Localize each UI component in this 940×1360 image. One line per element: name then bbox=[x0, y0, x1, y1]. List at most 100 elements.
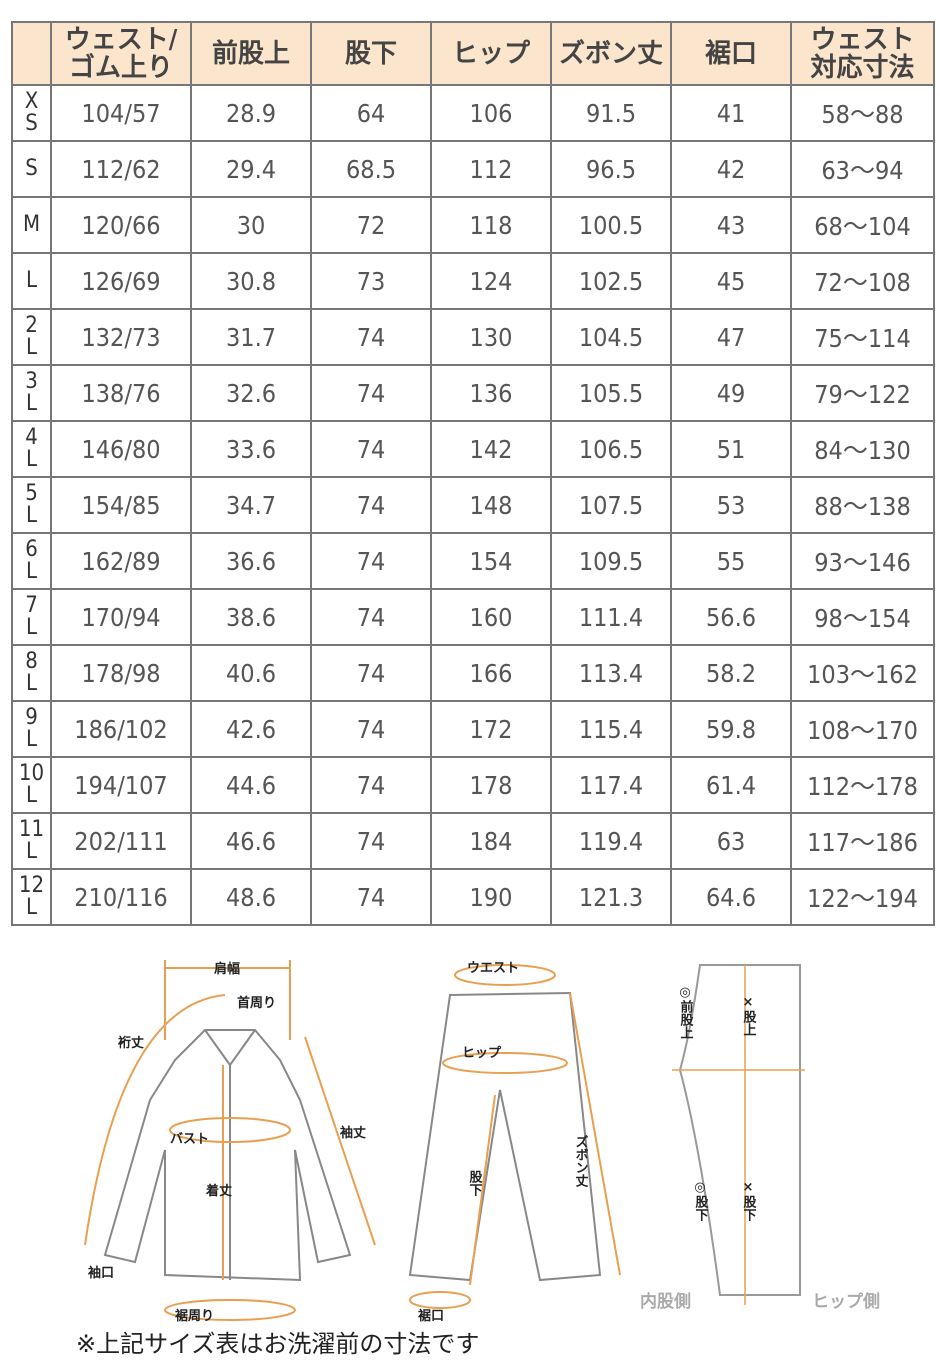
pants-drawing bbox=[408, 991, 602, 1282]
table-cell: 93～146 bbox=[790, 532, 935, 590]
column-header bbox=[11, 21, 52, 86]
size-label: 12 L bbox=[11, 868, 52, 926]
table-row: M 120/66 30 72 118 100.5 43 68～104 bbox=[11, 196, 935, 254]
table-row: 3 L 138/76 32.6 74 136 105.5 49 79～122 bbox=[11, 364, 935, 422]
table-cell: 61.4 bbox=[670, 756, 792, 814]
table-row: 11 L 202/111 46.6 74 184 119.4 63 117～186 bbox=[11, 812, 935, 870]
pants-measure-lines bbox=[409, 964, 621, 1309]
side-measure-lines bbox=[672, 965, 805, 1305]
label-matashita: 股下 bbox=[467, 1170, 483, 1197]
table-row: 12 L 210/116 48.6 74 190 121.3 64.6 122～194 bbox=[11, 868, 935, 926]
table-cell: 106.5 bbox=[550, 420, 672, 478]
table-cell: 109.5 bbox=[550, 532, 672, 590]
label-uchimata: 内股側 bbox=[640, 1291, 691, 1312]
table-cell: 72 bbox=[310, 196, 432, 254]
table-row: 5 L 154/85 34.7 74 148 107.5 53 88～138 bbox=[11, 476, 935, 534]
table-cell: 121.3 bbox=[550, 868, 672, 926]
table-cell: 68.5 bbox=[310, 140, 432, 198]
size-label: 6 L bbox=[11, 532, 52, 590]
label-hip: ヒップ bbox=[462, 1046, 502, 1061]
table-cell: 210/116 bbox=[50, 868, 192, 926]
table-cell: 58～88 bbox=[790, 84, 935, 142]
table-cell: 74 bbox=[310, 308, 432, 366]
table-cell: 172 bbox=[430, 700, 552, 758]
table-cell: 117～186 bbox=[790, 812, 935, 870]
table-cell: 53 bbox=[670, 476, 792, 534]
size-label: 2 L bbox=[11, 308, 52, 366]
table-cell: 112 bbox=[430, 140, 552, 198]
table-cell: 56.6 bbox=[670, 588, 792, 646]
table-cell: 115.4 bbox=[550, 700, 672, 758]
column-header: ウェスト 対応寸法 bbox=[790, 21, 935, 86]
table-cell: 178/98 bbox=[50, 644, 192, 702]
table-cell: 106 bbox=[430, 84, 552, 142]
table-cell: 170/94 bbox=[50, 588, 192, 646]
table-cell: 154/85 bbox=[50, 476, 192, 534]
size-label: 9 L bbox=[11, 700, 52, 758]
label-susoguchi: 裾口 bbox=[418, 1308, 444, 1324]
table-cell: 58.2 bbox=[670, 644, 792, 702]
measurement-diagram: 肩幅 首周り 裄丈 バスト 袖丈 着丈 袖口 裾周り ウエスト ヒップ ズボン丈… bbox=[84, 960, 880, 1324]
table-cell: 46.6 bbox=[190, 812, 312, 870]
size-label: L bbox=[11, 252, 52, 310]
table-cell: 30 bbox=[190, 196, 312, 254]
table-cell: 105.5 bbox=[550, 364, 672, 422]
table-cell: 118 bbox=[430, 196, 552, 254]
table-row: S 112/62 29.4 68.5 112 96.5 42 63～94 bbox=[11, 140, 935, 198]
table-row: L 126/69 30.8 73 124 102.5 45 72～108 bbox=[11, 252, 935, 310]
table-cell: 113.4 bbox=[550, 644, 672, 702]
header-row: ウェスト/ ゴム上り 前股上 股下 ヒップ ズボン丈 裾口 ウェスト 対応寸法 bbox=[11, 21, 935, 86]
size-label: X S bbox=[11, 84, 52, 142]
table-row: 6 L 162/89 36.6 74 154 109.5 55 93～146 bbox=[11, 532, 935, 590]
table-cell: 186/102 bbox=[50, 700, 192, 758]
table-cell: 194/107 bbox=[50, 756, 192, 814]
table-cell: 74 bbox=[310, 420, 432, 478]
table-cell: 142 bbox=[430, 420, 552, 478]
table-cell: 202/111 bbox=[50, 812, 192, 870]
table-cell: 29.4 bbox=[190, 140, 312, 198]
label-matashita-in: ◎股下 bbox=[693, 1180, 709, 1222]
size-label: 8 L bbox=[11, 644, 52, 702]
column-header: 前股上 bbox=[190, 21, 312, 86]
label-kubimawari: 首周り bbox=[237, 995, 276, 1011]
table-cell: 38.6 bbox=[190, 588, 312, 646]
table-cell: 30.8 bbox=[190, 252, 312, 310]
table-cell: 166 bbox=[430, 644, 552, 702]
table-cell: 45 bbox=[670, 252, 792, 310]
size-label: S bbox=[11, 140, 52, 198]
table-cell: 112/62 bbox=[50, 140, 192, 198]
table-cell: 146/80 bbox=[50, 420, 192, 478]
table-cell: 148 bbox=[430, 476, 552, 534]
size-label: 3 L bbox=[11, 364, 52, 422]
table-cell: 162/89 bbox=[50, 532, 192, 590]
label-yukitake: 裄丈 bbox=[117, 1035, 144, 1051]
table-cell: 55 bbox=[670, 532, 792, 590]
table-cell: 104.5 bbox=[550, 308, 672, 366]
table-cell: 32.6 bbox=[190, 364, 312, 422]
table-row: X S 104/57 28.9 64 106 91.5 41 58～88 bbox=[11, 84, 935, 142]
label-hip-side: ヒップ側 bbox=[812, 1291, 880, 1312]
table-cell: 88～138 bbox=[790, 476, 935, 534]
side-drawing bbox=[678, 964, 801, 1296]
table-row: 2 L 132/73 31.7 74 130 104.5 47 75～114 bbox=[11, 308, 935, 366]
table-cell: 68～104 bbox=[790, 196, 935, 254]
table-cell: 74 bbox=[310, 700, 432, 758]
table-cell: 47 bbox=[670, 308, 792, 366]
size-label: 10 L bbox=[11, 756, 52, 814]
table-cell: 31.7 bbox=[190, 308, 312, 366]
table-cell: 64.6 bbox=[670, 868, 792, 926]
table-cell: 107.5 bbox=[550, 476, 672, 534]
size-label: 4 L bbox=[11, 420, 52, 478]
table-cell: 112～178 bbox=[790, 756, 935, 814]
table-cell: 43 bbox=[670, 196, 792, 254]
label-zubontake: ズボン丈 bbox=[573, 1134, 589, 1188]
table-cell: 100.5 bbox=[550, 196, 672, 254]
label-kitake: 着丈 bbox=[205, 1183, 232, 1199]
table-cell: 96.5 bbox=[550, 140, 672, 198]
size-label: 5 L bbox=[11, 476, 52, 534]
table-cell: 63～94 bbox=[790, 140, 935, 198]
table-cell: 59.8 bbox=[670, 700, 792, 758]
table-row: 9 L 186/102 42.6 74 172 115.4 59.8 108～170 bbox=[11, 700, 935, 758]
table-cell: 108～170 bbox=[790, 700, 935, 758]
table-row: 7 L 170/94 38.6 74 160 111.4 56.6 98～154 bbox=[11, 588, 935, 646]
